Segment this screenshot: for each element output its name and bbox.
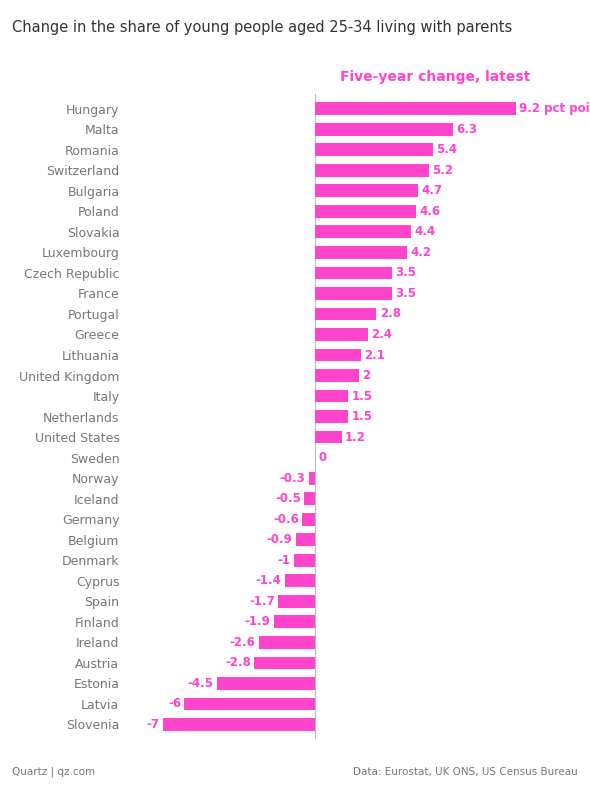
Text: 2: 2 — [362, 369, 371, 382]
Bar — [278, 595, 315, 608]
Text: -4.5: -4.5 — [188, 677, 214, 690]
Text: -0.6: -0.6 — [273, 512, 299, 526]
Text: -0.3: -0.3 — [280, 472, 306, 485]
Text: Quartz | qz.com: Quartz | qz.com — [12, 766, 95, 777]
Bar — [254, 656, 315, 669]
Bar — [315, 226, 411, 238]
Text: Data: Eurostat, UK ONS, US Census Bureau: Data: Eurostat, UK ONS, US Census Bureau — [353, 766, 578, 777]
Text: Five-year change, latest: Five-year change, latest — [340, 70, 530, 84]
Bar — [315, 102, 516, 115]
Text: -7: -7 — [146, 718, 159, 731]
Bar — [309, 472, 315, 484]
Text: 6.3: 6.3 — [456, 123, 477, 136]
Text: 1.5: 1.5 — [352, 390, 372, 402]
Text: 5.2: 5.2 — [432, 163, 453, 177]
Bar — [315, 143, 433, 156]
Text: -6: -6 — [168, 697, 181, 711]
Text: -0.5: -0.5 — [276, 492, 301, 505]
Text: 1.5: 1.5 — [352, 410, 372, 423]
Text: 4.2: 4.2 — [410, 246, 431, 259]
Bar — [185, 698, 315, 711]
Text: -2.8: -2.8 — [225, 656, 251, 670]
Text: 2.4: 2.4 — [371, 328, 392, 341]
Bar — [274, 615, 315, 628]
Bar — [315, 431, 342, 443]
Bar — [315, 369, 359, 382]
Text: -1.7: -1.7 — [249, 595, 275, 608]
Bar — [315, 164, 429, 177]
Bar — [315, 410, 348, 423]
Text: 2.8: 2.8 — [380, 307, 401, 321]
Text: 4.7: 4.7 — [421, 184, 442, 197]
Text: -2.6: -2.6 — [230, 636, 255, 649]
Text: Change in the share of young people aged 25-34 living with parents: Change in the share of young people aged… — [12, 20, 512, 35]
Text: 5.4: 5.4 — [437, 143, 458, 156]
Text: 3.5: 3.5 — [395, 287, 416, 300]
Text: 0: 0 — [319, 451, 327, 464]
Bar — [294, 554, 315, 567]
Bar — [217, 677, 315, 690]
Bar — [315, 307, 376, 321]
Bar — [315, 349, 361, 362]
Text: 3.5: 3.5 — [395, 266, 416, 279]
Bar — [285, 575, 315, 587]
Bar — [315, 287, 392, 299]
Text: 4.4: 4.4 — [415, 226, 436, 238]
Text: 2.1: 2.1 — [365, 348, 385, 362]
Bar — [315, 205, 416, 218]
Bar — [302, 512, 315, 526]
Text: -1: -1 — [277, 554, 290, 567]
Text: -1.9: -1.9 — [245, 615, 271, 628]
Text: 4.6: 4.6 — [419, 205, 440, 218]
Bar — [315, 246, 407, 259]
Bar — [304, 492, 315, 505]
Text: -1.4: -1.4 — [255, 575, 281, 587]
Bar — [315, 123, 453, 135]
Text: -0.9: -0.9 — [267, 533, 293, 546]
Text: 9.2 pct points: 9.2 pct points — [519, 102, 590, 116]
Bar — [296, 534, 315, 546]
Bar — [315, 185, 418, 197]
Text: 1.2: 1.2 — [345, 431, 366, 443]
Bar — [315, 390, 348, 402]
Bar — [315, 266, 392, 279]
Bar — [315, 328, 368, 341]
Bar — [163, 718, 315, 731]
Bar — [258, 636, 315, 648]
